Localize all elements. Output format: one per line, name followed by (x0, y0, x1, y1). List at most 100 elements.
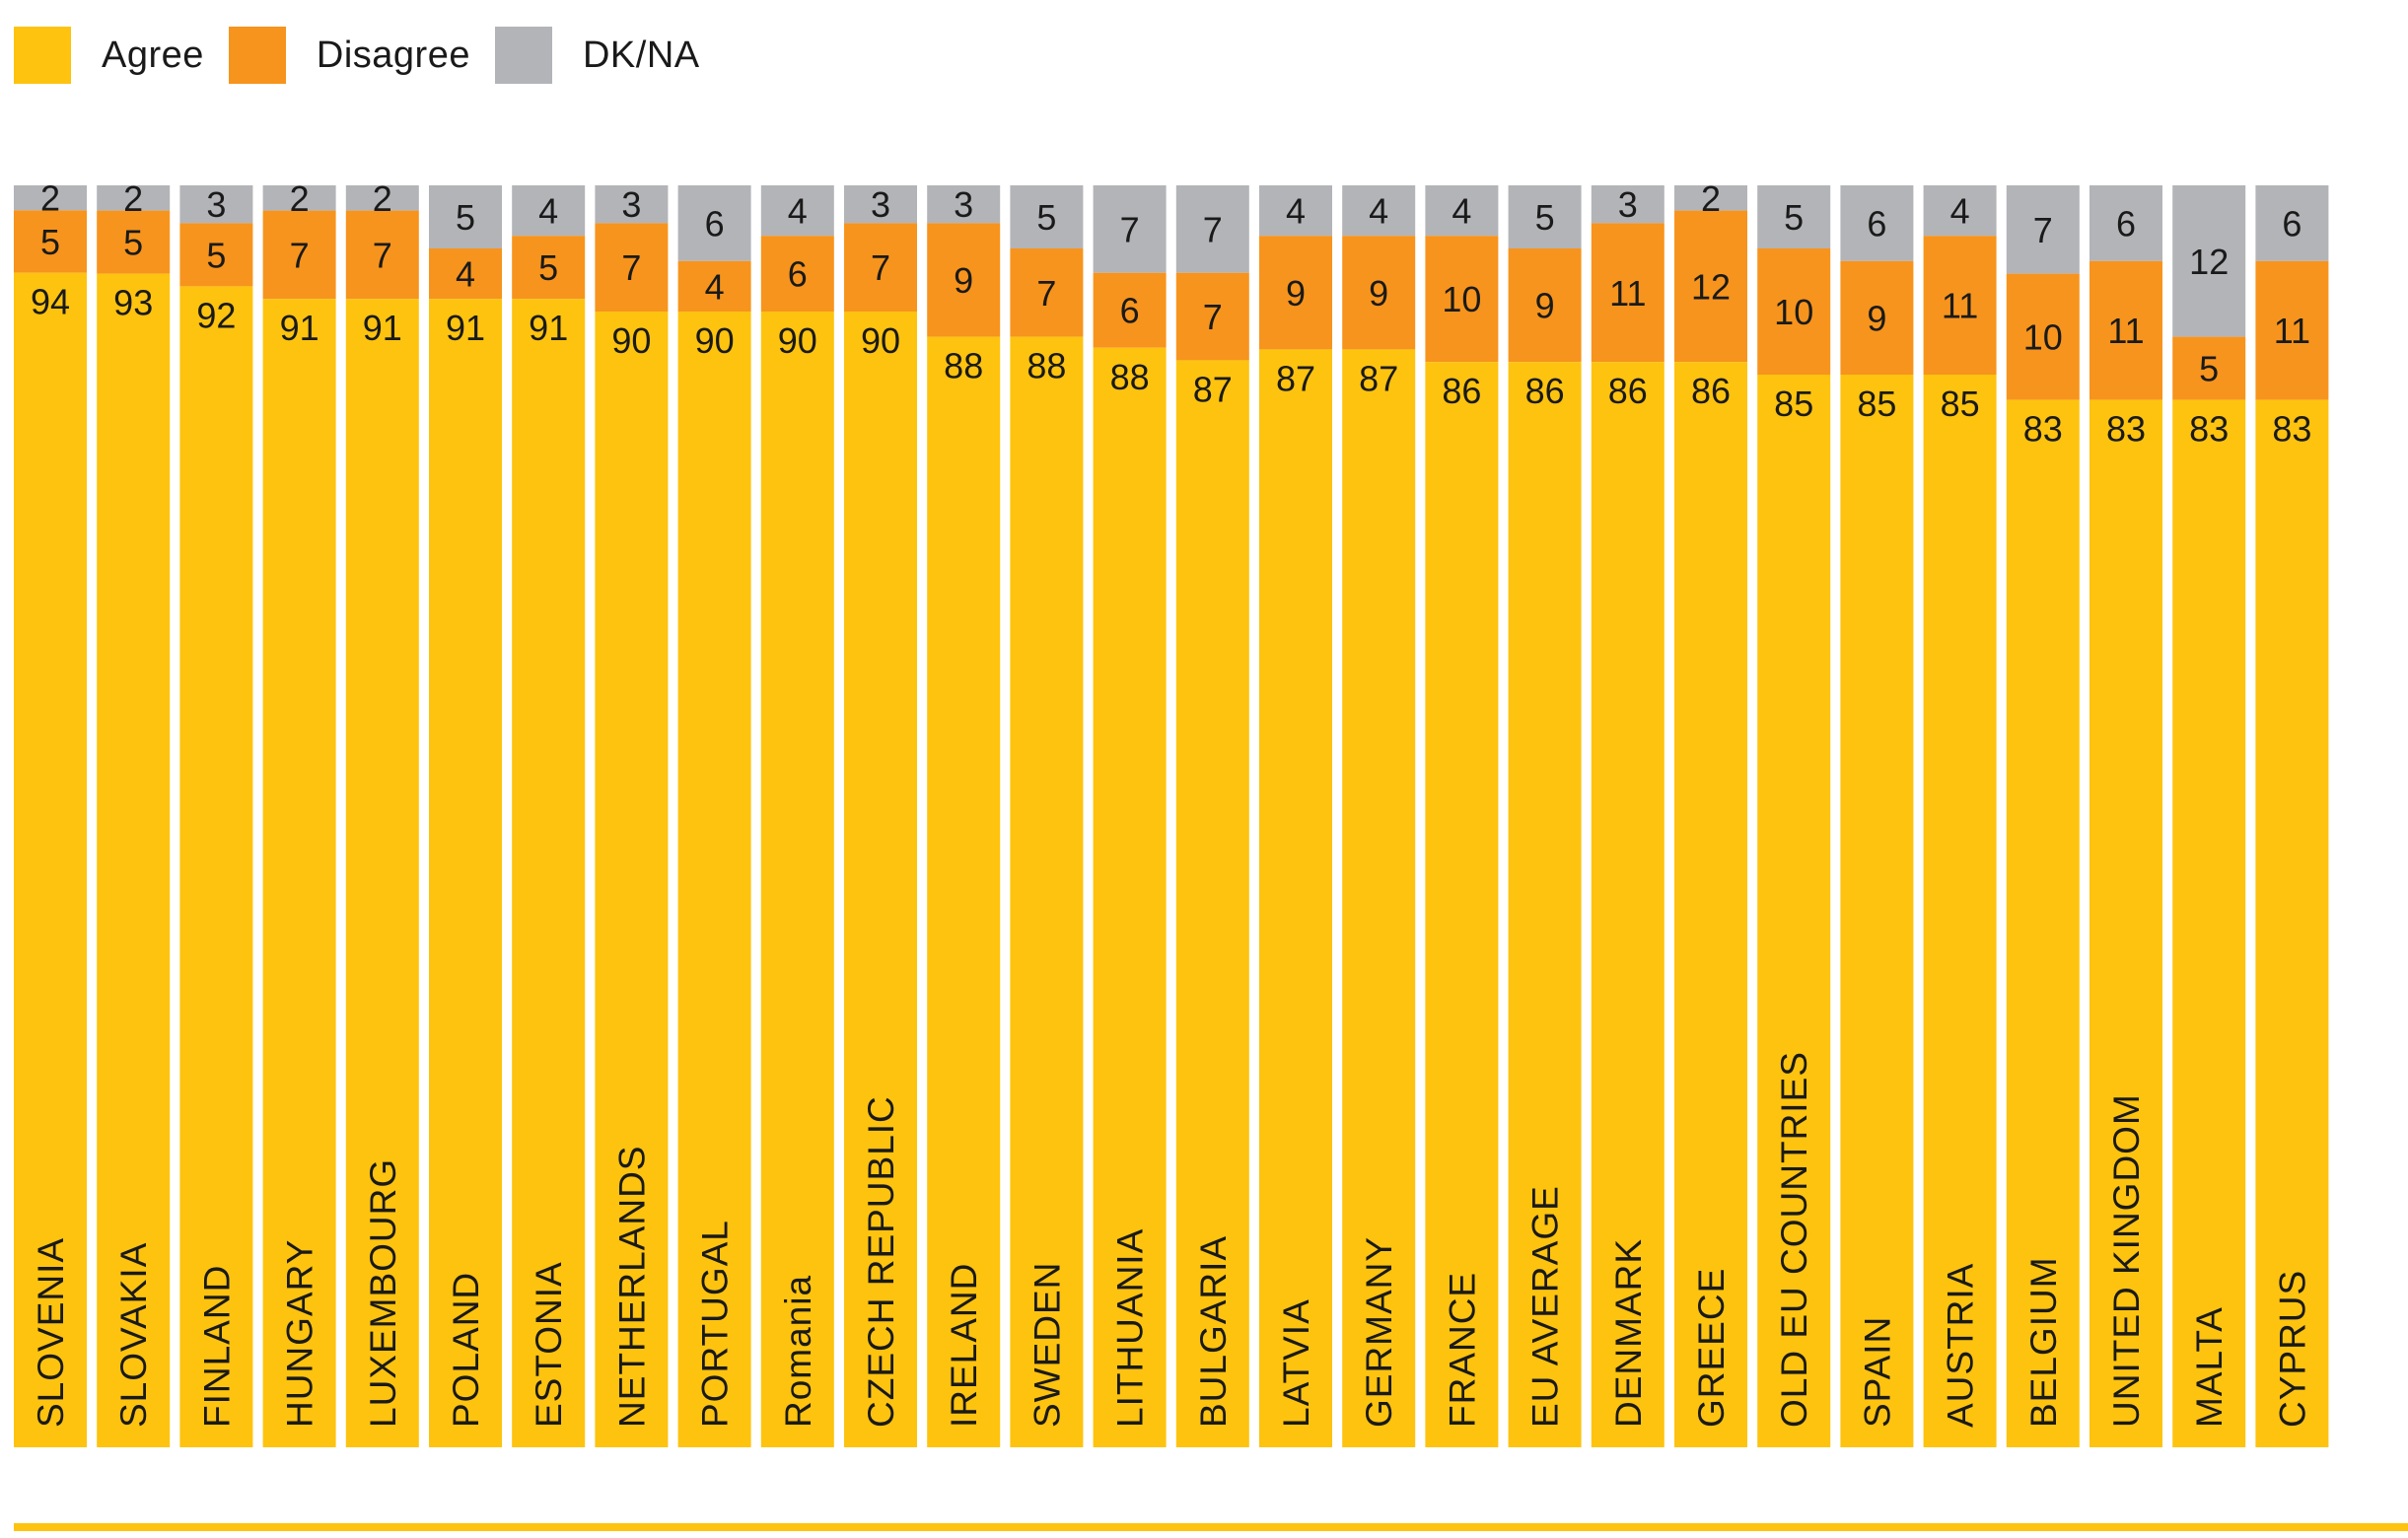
category-label: SLOVENIA (31, 1237, 71, 1428)
bar-agree (512, 299, 586, 1448)
bar-group: 4 6 90 Romania (760, 185, 834, 1447)
value-label-disagree: 7 (373, 235, 392, 275)
legend-swatch-dkna (494, 27, 552, 84)
bar-agree (2089, 399, 2162, 1448)
bar-dkna (844, 185, 917, 224)
value-label-dkna: 2 (373, 178, 392, 219)
bar-disagree (345, 210, 419, 300)
bar-agree (262, 299, 336, 1448)
bar-group: 5 10 85 OLD EU COUNTRIES (1757, 185, 1831, 1447)
bar-dkna (97, 185, 171, 211)
category-label: FRANCE (1442, 1272, 1482, 1428)
bar-group: 5 9 86 EU AVERAGE (1508, 185, 1582, 1448)
bar-group: 6 4 90 PORTUGAL (677, 185, 751, 1447)
bar-group: 4 9 87 GERMANY (1342, 185, 1416, 1447)
bar-disagree (512, 236, 586, 300)
value-label-dkna: 2 (123, 178, 143, 219)
bar-agree (345, 299, 419, 1448)
value-label-dkna: 3 (1618, 184, 1638, 225)
value-label-dkna: 7 (1203, 209, 1223, 249)
bar-disagree (429, 248, 502, 300)
value-label-disagree: 6 (788, 254, 808, 295)
value-label-agree: 90 (861, 320, 900, 361)
bar-group: 6 11 83 UNITED KINGDOM (2089, 185, 2162, 1448)
value-label-dkna: 6 (705, 203, 725, 244)
value-label-dkna: 2 (1701, 178, 1721, 219)
bar-disagree (1010, 248, 1084, 337)
bar-dkna (512, 185, 586, 237)
value-label-agree: 90 (778, 320, 817, 361)
value-label-dkna: 4 (1950, 191, 1970, 232)
bar-agree (1093, 347, 1167, 1448)
bar-dkna (1010, 185, 1084, 248)
value-label-dkna: 5 (1535, 197, 1555, 238)
legend-item-dkna: DK/NA (494, 27, 700, 84)
category-label: UNITED KINGDOM (2106, 1093, 2147, 1428)
bar-disagree (2255, 260, 2329, 400)
value-label-disagree: 9 (1535, 286, 1555, 326)
bar-agree (1923, 375, 1997, 1447)
bar-dkna (1923, 185, 1997, 237)
value-label-disagree: 12 (1691, 266, 1731, 307)
value-label-disagree: 7 (621, 247, 641, 288)
bar-agree (1840, 375, 1914, 1447)
value-label-dkna: 6 (2116, 203, 2136, 244)
bar-agree (1591, 362, 1664, 1448)
bar-disagree (14, 210, 87, 273)
category-label: PORTUGAL (695, 1220, 736, 1428)
value-label-disagree: 7 (871, 247, 890, 288)
value-label-dkna: 7 (1120, 209, 1140, 249)
value-label-agree: 83 (2272, 409, 2311, 450)
bar-group: 2 7 91 LUXEMBOURG (345, 178, 419, 1448)
bar-group: 4 5 91 ESTONIA (512, 185, 586, 1448)
bar-disagree (677, 260, 751, 312)
bar-group: 5 4 91 POLAND (429, 185, 502, 1448)
bar-agree (14, 272, 87, 1447)
value-label-agree: 91 (529, 308, 568, 348)
category-label: ESTONIA (529, 1261, 569, 1428)
bar-disagree (1508, 248, 1582, 363)
legend-label-dkna: DK/NA (582, 34, 700, 76)
bar-dkna (927, 185, 1001, 224)
bar-disagree (179, 223, 253, 287)
bar-dkna (2006, 185, 2080, 274)
category-label: GREECE (1691, 1268, 1732, 1428)
bar-group: 7 6 88 LITHUANIA (1093, 185, 1167, 1448)
category-label: CZECH REPUBLIC (861, 1095, 901, 1428)
value-label-agree: 87 (1276, 358, 1315, 398)
bar-disagree (2089, 260, 2162, 400)
value-label-disagree: 11 (2107, 311, 2144, 351)
value-label-dkna: 3 (871, 184, 890, 225)
value-label-agree: 83 (2023, 409, 2063, 450)
bar-disagree (2172, 336, 2246, 400)
bar-disagree (1259, 236, 1332, 350)
bar-agree (1757, 375, 1831, 1447)
value-label-disagree: 11 (1609, 273, 1646, 314)
bar-group: 5 7 88 SWEDEN (1010, 185, 1084, 1448)
bar-dkna (345, 185, 419, 211)
value-label-disagree: 7 (1203, 297, 1223, 337)
category-label: LATVIA (1276, 1298, 1316, 1428)
bar-group: 2 7 91 HUNGARY (262, 178, 336, 1448)
bar-agree (927, 336, 1001, 1448)
category-label: CYPRUS (2272, 1270, 2312, 1428)
bar-group: 3 5 92 FINLAND (179, 184, 253, 1447)
legend-swatch-agree (14, 27, 71, 84)
bar-group: 7 7 87 BULGARIA (1175, 185, 1249, 1447)
category-label: NETHERLANDS (611, 1146, 652, 1429)
bar-group: 3 7 90 CZECH REPUBLIC (844, 184, 917, 1447)
value-label-agree: 85 (1941, 384, 1980, 424)
bar-disagree (2006, 273, 2080, 400)
bar-agree (1259, 349, 1332, 1447)
category-label: SWEDEN (1027, 1262, 1067, 1428)
value-label-dkna: 4 (1452, 191, 1471, 232)
legend-item-disagree: Disagree (228, 27, 470, 84)
value-label-disagree: 10 (2023, 317, 2063, 358)
value-label-dkna: 5 (1784, 197, 1804, 238)
bar-disagree (1425, 236, 1499, 363)
bar-disagree (1923, 236, 1997, 375)
value-label-agree: 85 (1774, 384, 1813, 424)
bar-group: 7 10 83 BELGIUM (2006, 185, 2080, 1448)
category-label: MALTA (2189, 1306, 2230, 1428)
category-label: SLOVAKIA (113, 1242, 154, 1428)
